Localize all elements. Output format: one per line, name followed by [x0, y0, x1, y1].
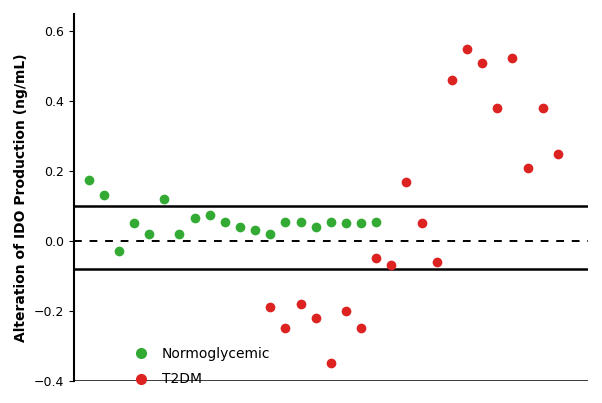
- Point: [462, 46, 472, 52]
- Point: [386, 262, 396, 268]
- Point: [296, 218, 305, 225]
- Point: [492, 105, 502, 111]
- Point: [281, 218, 290, 225]
- Point: [371, 218, 381, 225]
- Point: [477, 60, 487, 66]
- Point: [402, 178, 411, 185]
- Point: [311, 224, 320, 230]
- Point: [553, 150, 563, 157]
- Point: [341, 307, 351, 314]
- Point: [265, 231, 275, 237]
- Point: [447, 77, 457, 83]
- Point: [326, 218, 336, 225]
- Point: [523, 164, 532, 171]
- Point: [507, 54, 517, 61]
- Point: [296, 301, 305, 307]
- Point: [417, 220, 426, 226]
- Point: [160, 196, 169, 202]
- Point: [326, 360, 336, 366]
- Point: [84, 177, 93, 183]
- Point: [220, 218, 230, 225]
- Point: [341, 220, 351, 226]
- Point: [129, 220, 139, 226]
- Point: [99, 192, 108, 199]
- Point: [432, 259, 442, 265]
- Point: [114, 248, 124, 255]
- Y-axis label: Alteration of IDO Production (ng/mL): Alteration of IDO Production (ng/mL): [14, 53, 28, 341]
- Point: [356, 325, 366, 331]
- Point: [235, 224, 245, 230]
- Point: [205, 212, 214, 218]
- Point: [144, 231, 154, 237]
- Point: [265, 304, 275, 310]
- Point: [175, 231, 184, 237]
- Point: [371, 255, 381, 262]
- Point: [538, 105, 548, 111]
- Point: [190, 215, 199, 221]
- Point: [311, 314, 320, 321]
- Point: [281, 325, 290, 331]
- Point: [356, 220, 366, 226]
- Point: [250, 227, 260, 234]
- Legend: Normoglycemic, T2DM: Normoglycemic, T2DM: [122, 342, 276, 392]
